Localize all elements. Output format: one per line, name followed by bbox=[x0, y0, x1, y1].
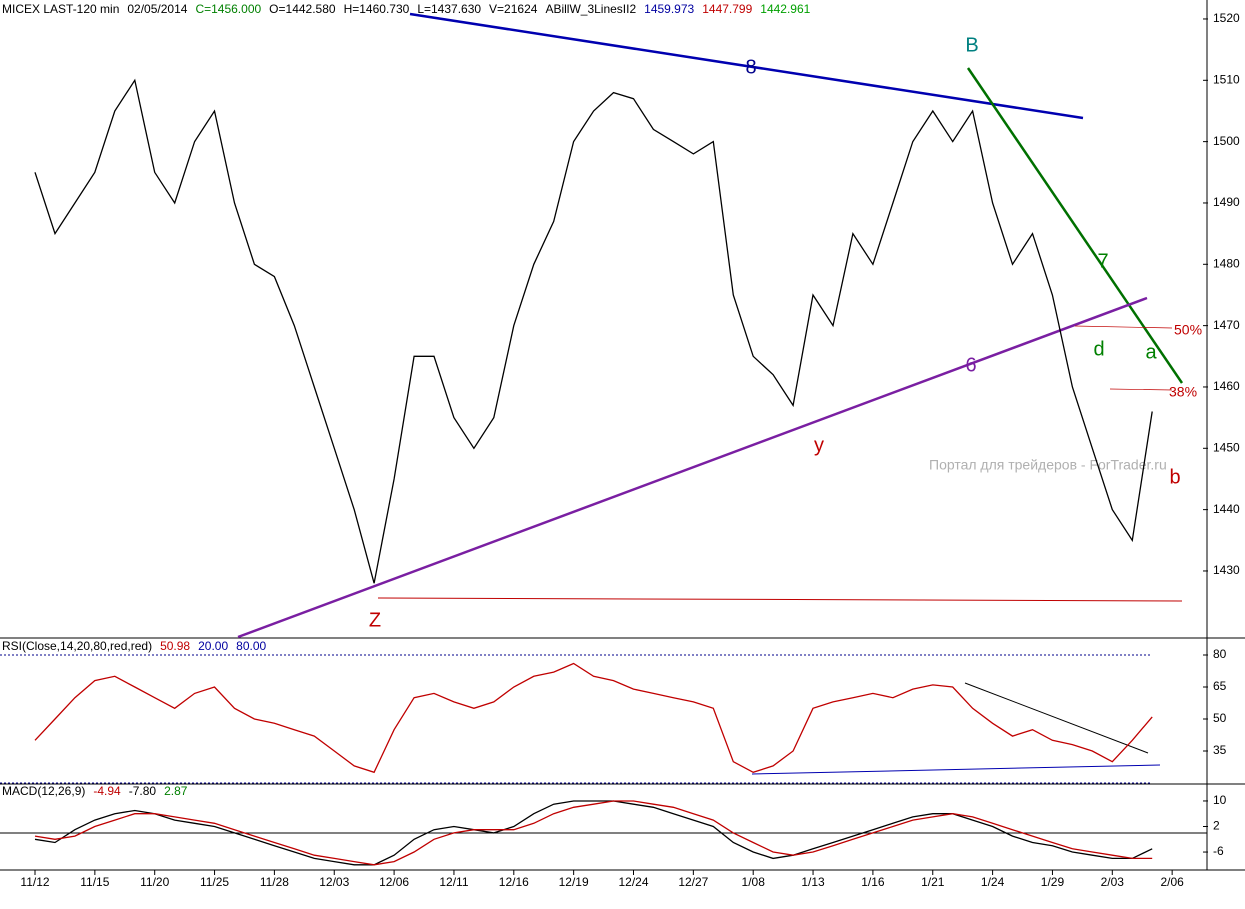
series-line bbox=[34, 800, 1153, 866]
x-tick-label: 1/29 bbox=[1041, 875, 1065, 889]
x-tick-label: 12/27 bbox=[678, 875, 708, 889]
header-text: H=1460.730 bbox=[344, 2, 410, 16]
y-tick-label: 1470 bbox=[1213, 318, 1240, 332]
fib-label: 38% bbox=[1169, 384, 1197, 400]
header-text: MACD(12,26,9) bbox=[2, 784, 85, 798]
header-text: C=1456.000 bbox=[195, 2, 261, 16]
y-tick-label: 1460 bbox=[1213, 379, 1240, 393]
x-tick-label: 12/11 bbox=[439, 875, 468, 889]
y-tick-label: 1510 bbox=[1213, 72, 1240, 86]
header-text: 1459.973 bbox=[644, 2, 694, 16]
header-text: 1442.961 bbox=[760, 2, 810, 16]
y-tick-label: 1480 bbox=[1213, 256, 1240, 270]
annotation: 7 bbox=[1097, 250, 1108, 272]
x-tick-label: 1/08 bbox=[742, 875, 766, 889]
watermark: Портал для трейдеров - ForTrader.ru bbox=[929, 457, 1167, 473]
x-tick-label: 11/28 bbox=[260, 875, 289, 889]
y-tick-label: 1500 bbox=[1213, 134, 1240, 148]
x-tick-label: 12/19 bbox=[559, 875, 589, 889]
x-tick-label: 1/13 bbox=[801, 875, 825, 889]
y-tick-label: 1490 bbox=[1213, 195, 1240, 209]
x-tick-label: 12/16 bbox=[499, 875, 529, 889]
annotation: d bbox=[1093, 338, 1104, 360]
y-tick-label: 2 bbox=[1213, 819, 1220, 833]
fib-line bbox=[1074, 325, 1173, 329]
x-tick-label: 1/21 bbox=[921, 875, 945, 889]
y-tick-label: 10 bbox=[1213, 793, 1227, 807]
annotation: 8 bbox=[745, 56, 756, 78]
y-tick-label: 50 bbox=[1213, 711, 1227, 725]
fib-label: 50% bbox=[1174, 322, 1202, 338]
header-text: O=1442.580 bbox=[269, 2, 336, 16]
fib-line bbox=[1109, 388, 1173, 391]
header-text: RSI(Close,14,20,80,red,red) bbox=[2, 639, 152, 653]
header-text: 02/05/2014 bbox=[127, 2, 187, 16]
y-tick-label: 1440 bbox=[1213, 502, 1240, 516]
header-text: -4.94 bbox=[93, 784, 121, 798]
x-tick-label: 12/24 bbox=[618, 875, 648, 889]
annotation: Z bbox=[369, 609, 381, 631]
trend-line bbox=[237, 296, 1148, 639]
y-tick-label: 80 bbox=[1213, 647, 1227, 661]
header-text: -7.80 bbox=[129, 784, 157, 798]
rsi-trend bbox=[964, 682, 1149, 754]
header-text: MICEX LAST-120 min bbox=[2, 2, 119, 16]
rsi-trend bbox=[751, 764, 1161, 775]
x-tick-label: 11/20 bbox=[140, 875, 169, 889]
x-tick-label: 2/03 bbox=[1101, 875, 1125, 889]
y-tick-label: 1430 bbox=[1213, 563, 1240, 577]
annotation: 6 bbox=[965, 354, 976, 376]
x-tick-label: 11/15 bbox=[80, 875, 109, 889]
series-line bbox=[34, 662, 1153, 774]
x-tick-label: 11/25 bbox=[200, 875, 229, 889]
annotation: y bbox=[814, 434, 824, 456]
y-tick-label: 65 bbox=[1213, 679, 1227, 693]
annotation: B bbox=[965, 34, 978, 56]
series-line bbox=[34, 800, 1153, 866]
y-tick-label: 35 bbox=[1213, 743, 1227, 757]
annotation: a bbox=[1145, 341, 1157, 363]
header-text: 50.98 bbox=[160, 639, 190, 653]
trend-line bbox=[409, 12, 1084, 120]
x-tick-label: 1/16 bbox=[861, 875, 885, 889]
series-line bbox=[34, 78, 1153, 584]
y-tick-label: -6 bbox=[1213, 844, 1224, 858]
header-text: 1447.799 bbox=[702, 2, 752, 16]
header-text: 80.00 bbox=[236, 639, 266, 653]
trend-line bbox=[966, 67, 1184, 384]
y-tick-label: 1520 bbox=[1213, 11, 1240, 25]
x-tick-label: 1/24 bbox=[981, 875, 1005, 889]
header-text: 20.00 bbox=[198, 639, 228, 653]
x-tick-label: 2/06 bbox=[1160, 875, 1184, 889]
y-tick-label: 1450 bbox=[1213, 440, 1240, 454]
x-tick-label: 12/06 bbox=[379, 875, 409, 889]
x-tick-label: 11/12 bbox=[20, 875, 49, 889]
header-text: L=1437.630 bbox=[417, 2, 481, 16]
level-line bbox=[377, 597, 1183, 602]
annotation: b bbox=[1169, 466, 1180, 488]
header-text: V=21624 bbox=[489, 2, 538, 16]
header-text: ABillW_3LinesII2 bbox=[545, 2, 636, 16]
header-text: 2.87 bbox=[164, 784, 188, 798]
x-tick-label: 12/03 bbox=[319, 875, 349, 889]
